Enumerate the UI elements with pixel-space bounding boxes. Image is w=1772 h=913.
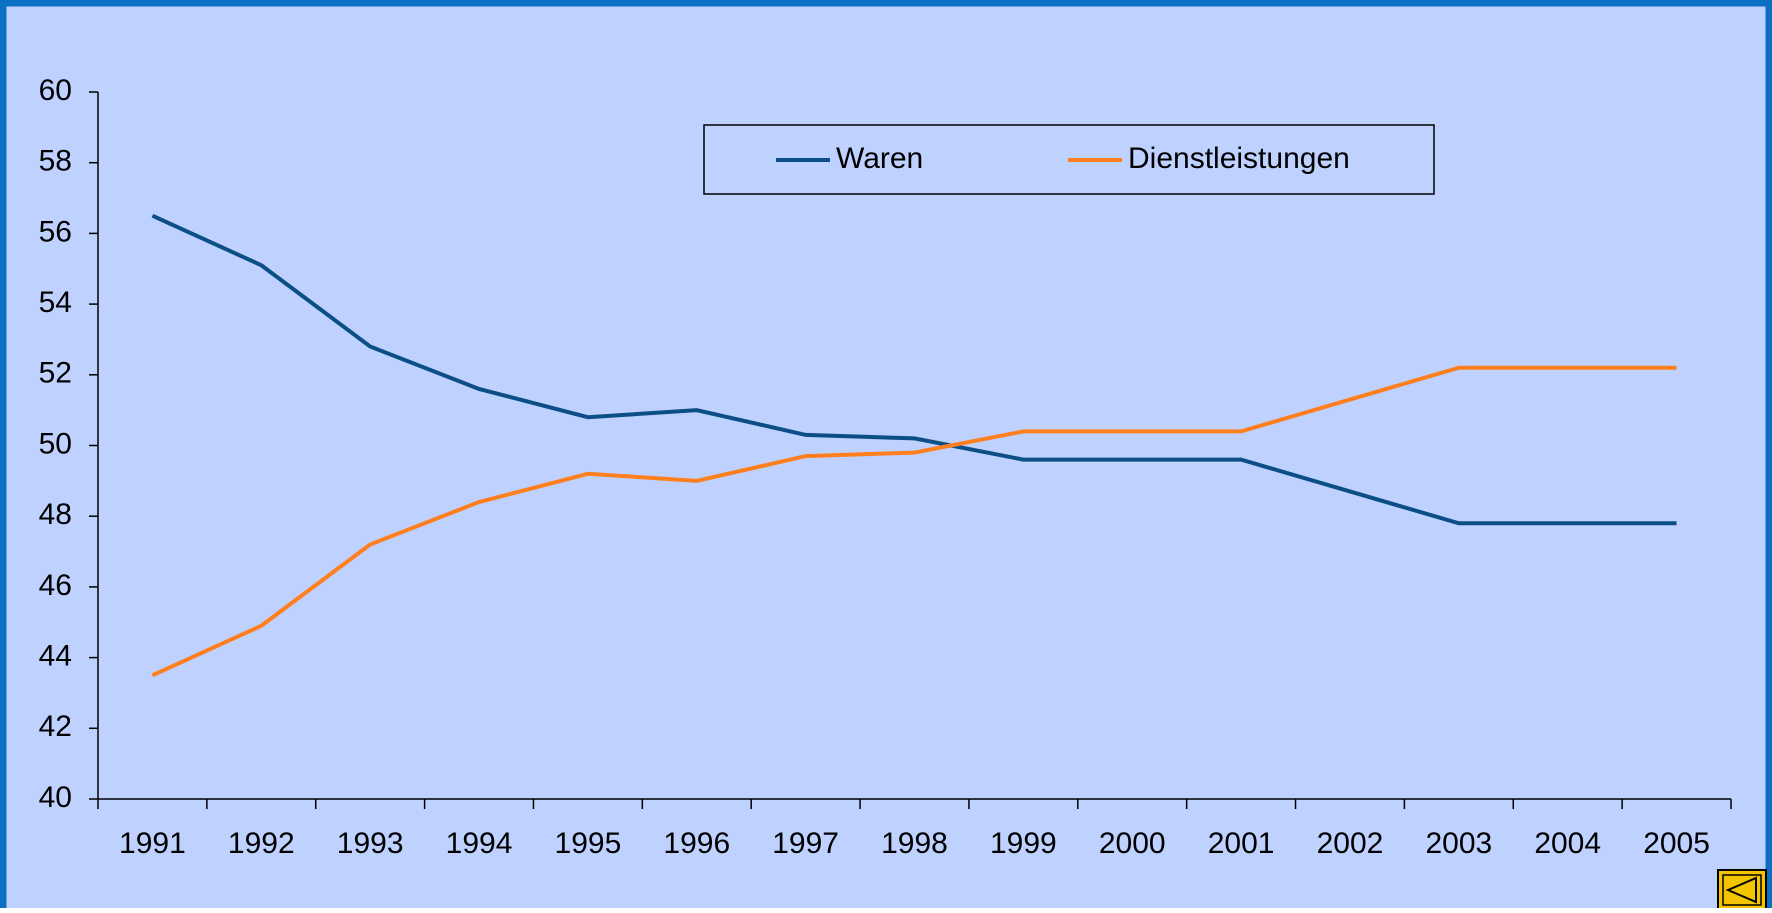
x-tick-label: 1992: [228, 827, 295, 860]
y-tick-label: 46: [39, 569, 72, 602]
y-tick-label: 52: [39, 357, 72, 390]
x-tick-label: 1998: [881, 827, 948, 860]
back-button[interactable]: [1717, 869, 1767, 911]
x-tick-label: 2002: [1317, 827, 1384, 860]
y-tick-label: 56: [39, 215, 72, 248]
legend-label: Waren: [836, 142, 923, 175]
x-tick-label: 1997: [772, 827, 839, 860]
legend-label: Dienstleistungen: [1128, 142, 1350, 175]
line-series: [151, 365, 1677, 678]
button-inner[interactable]: [1722, 874, 1762, 906]
x-tick-label: 2001: [1208, 827, 1275, 860]
line-series: [151, 213, 1677, 526]
x-tick-label: 1991: [119, 827, 186, 860]
x-tick-label: 2005: [1643, 827, 1710, 860]
x-tick-label: 1995: [555, 827, 622, 860]
x-tick-label: 1996: [663, 827, 730, 860]
y-tick-label: 60: [39, 74, 72, 107]
y-tick-label: 44: [39, 640, 72, 673]
x-tick-label: 2004: [1534, 827, 1601, 860]
button-arrow[interactable]: [1725, 876, 1757, 904]
y-tick-label: 40: [39, 781, 72, 814]
x-tick-label: 1993: [337, 827, 404, 860]
x-tick-label: 2000: [1099, 827, 1166, 860]
y-tick-label: 42: [39, 710, 72, 743]
x-tick-label: 2003: [1425, 827, 1492, 860]
x-tick-label: 1994: [446, 827, 513, 860]
x-tick-label: 1999: [990, 827, 1057, 860]
legend-box: [703, 124, 1435, 195]
y-tick-label: 54: [39, 286, 72, 319]
y-tick-label: 48: [39, 498, 72, 531]
y-tick-label: 58: [39, 145, 72, 178]
y-tick-label: 50: [39, 427, 72, 460]
